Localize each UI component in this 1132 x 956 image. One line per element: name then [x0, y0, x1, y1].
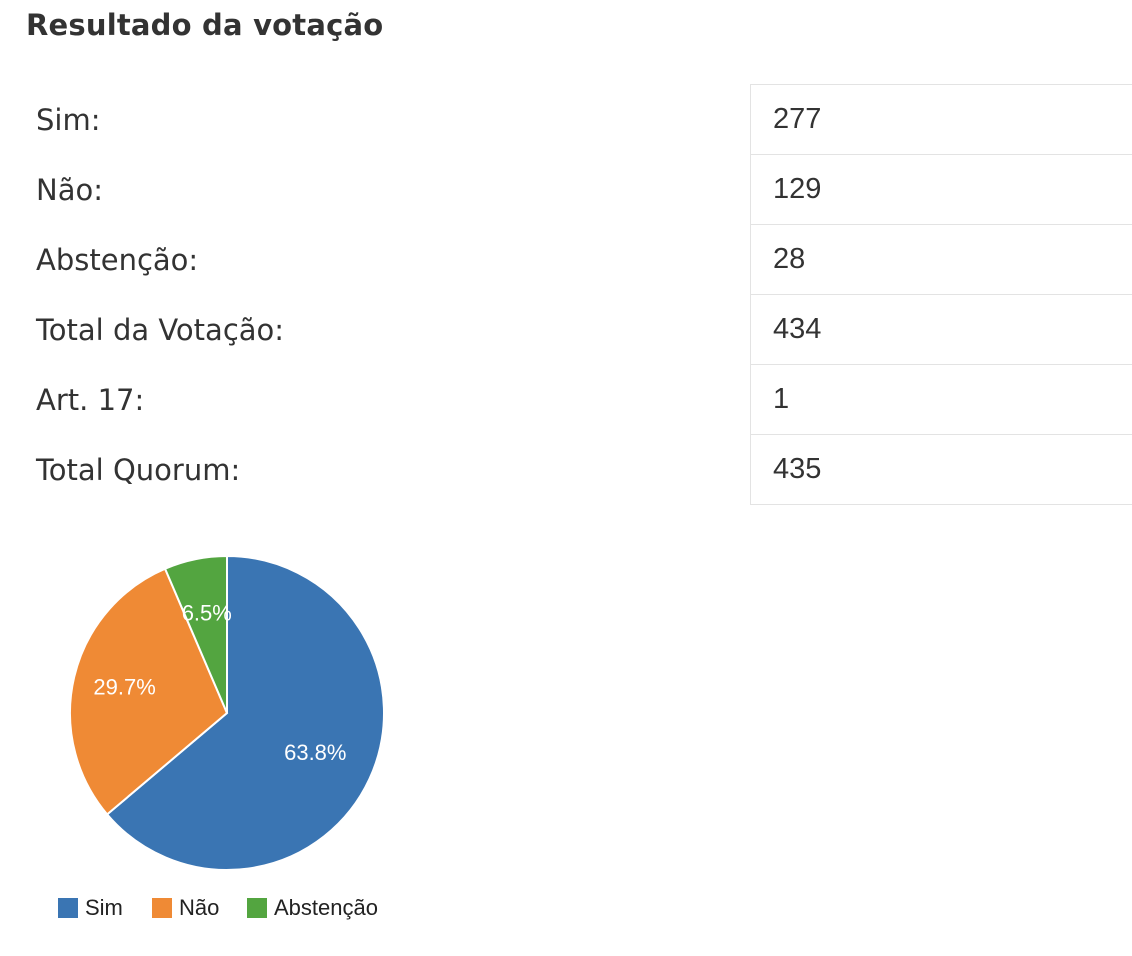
pie-slice-abstencao: [163, 554, 228, 714]
pie-chart-svg: 63.8% 29.7% 6.5% Sim Não Abstenção: [58, 554, 385, 920]
row-label-total-quorum: Total Quorum:: [36, 452, 241, 487]
row-value-total-votacao: 434: [750, 294, 1132, 365]
table-row: Sim: 277: [16, 84, 1132, 155]
legend-swatch-abstencao: [247, 898, 267, 918]
legend-item-abstencao: Abstenção: [247, 895, 378, 920]
row-label-abstencao: Abstenção:: [36, 242, 199, 277]
legend-item-nao: Não: [152, 895, 219, 920]
legend-label-nao: Não: [179, 895, 219, 920]
legend-item-sim: Sim: [58, 895, 123, 920]
pie-slice-sim: [105, 554, 385, 871]
pie-label-sim: 63.8%: [284, 740, 346, 765]
legend-label-abstencao: Abstenção: [274, 895, 378, 920]
row-value-nao: 129: [750, 154, 1132, 225]
legend-label-sim: Sim: [85, 895, 123, 920]
legend-swatch-sim: [58, 898, 78, 918]
table-row: Total da Votação: 434: [16, 294, 1132, 365]
table-row: Art. 17: 1: [16, 364, 1132, 435]
row-label-nao: Não:: [36, 172, 103, 207]
legend-swatch-nao: [152, 898, 172, 918]
row-value-abstencao: 28: [750, 224, 1132, 295]
row-label-sim: Sim:: [36, 102, 101, 137]
table-row: Não: 129: [16, 154, 1132, 225]
table-row: Abstenção: 28: [16, 224, 1132, 295]
table-row: Total Quorum: 435: [16, 434, 1132, 505]
pie-label-nao: 29.7%: [93, 675, 155, 700]
row-value-total-quorum: 435: [750, 434, 1132, 505]
vote-pie-chart: 63.8% 29.7% 6.5% Sim Não Abstenção: [0, 520, 480, 940]
pie-slice-nao: [69, 567, 229, 816]
row-value-sim: 277: [750, 84, 1132, 155]
page-title: Resultado da votação: [26, 8, 384, 42]
pie-label-abstencao: 6.5%: [182, 600, 232, 625]
row-label-total-votacao: Total da Votação:: [36, 312, 285, 347]
row-value-art-17: 1: [750, 364, 1132, 435]
row-label-art-17: Art. 17:: [36, 382, 145, 417]
vote-results-table: Sim: 277 Não: 129 Abstenção: 28 Total da…: [16, 84, 1132, 505]
